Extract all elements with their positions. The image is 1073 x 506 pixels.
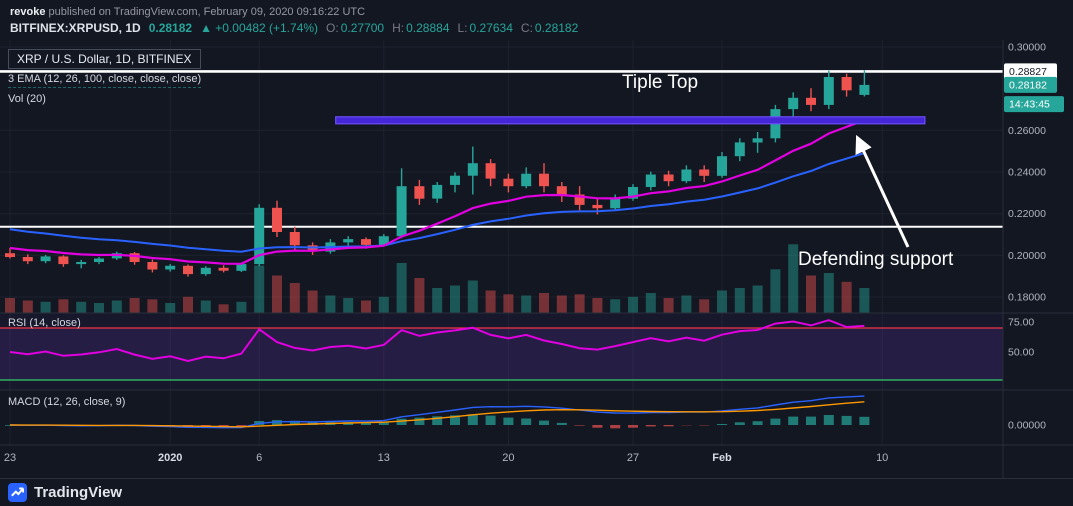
- rsi-tick: 75.00: [1008, 317, 1034, 329]
- support-arrow[interactable]: [855, 134, 910, 248]
- high-value: H: 0.28884: [392, 21, 449, 35]
- price-tick: 0.24000: [1008, 167, 1046, 179]
- macd-signal-line: [9, 401, 865, 428]
- annotation-defending-support[interactable]: Defending support: [798, 249, 954, 270]
- byline-username[interactable]: revoke: [10, 6, 46, 18]
- price-badge: 14:43:45: [1004, 96, 1064, 113]
- time-axis[interactable]: 23 2020 6 13 20 27 Feb 10: [4, 452, 888, 464]
- price-tick: 0.20000: [1008, 250, 1046, 262]
- time-tick: 10: [876, 452, 888, 464]
- symbol-name[interactable]: BITFINEX:XRPUSD, 1D: [10, 21, 141, 35]
- chart-legend-title[interactable]: XRP / U.S. Dollar, 1D, BITFINEX: [8, 49, 201, 69]
- resistance-band[interactable]: [335, 116, 926, 125]
- time-tick: Feb: [712, 452, 732, 464]
- price-tick: 0.26000: [1008, 125, 1046, 137]
- byline: revoke published on TradingView.com, Feb…: [10, 6, 1073, 18]
- rsi-indicator-legend[interactable]: RSI (14, close): [8, 317, 81, 329]
- macd-histogram: [5, 414, 870, 429]
- rsi-band: [0, 313, 1003, 390]
- price-tick: 0.18000: [1008, 292, 1046, 304]
- svg-text:0.28827: 0.28827: [1009, 66, 1047, 78]
- level-lines[interactable]: [0, 70, 1003, 228]
- time-tick: 27: [627, 452, 639, 464]
- close-value: C: 0.28182: [521, 21, 578, 35]
- ema-indicator-legend[interactable]: 3 EMA (12, 26, 100, close, close, close): [8, 73, 202, 88]
- candles: [5, 70, 870, 277]
- ohlc-label: C:: [520, 21, 533, 35]
- price-tick: 0.30000: [1008, 42, 1046, 54]
- svg-text:14:43:45: 14:43:45: [1009, 99, 1050, 111]
- chart-arrow-glyph: [11, 487, 24, 497]
- macd-tick: 0.00000: [1008, 420, 1046, 432]
- time-tick: 20: [502, 452, 514, 464]
- price-badge: 0.28827: [1004, 63, 1057, 80]
- ohlc-label: L:: [457, 21, 468, 35]
- snapshot-header: revoke published on TradingView.com, Feb…: [0, 0, 1073, 40]
- annotation-triple-top[interactable]: Tiple Top: [622, 72, 699, 93]
- ohlc-label: H:: [392, 21, 405, 35]
- price-tick: 0.22000: [1008, 208, 1046, 220]
- time-tick: 13: [378, 452, 390, 464]
- svg-text:0.28182: 0.28182: [1009, 79, 1047, 91]
- price-change: ▲ +0.00482 (+1.74%): [200, 21, 319, 35]
- tradingview-logo-icon[interactable]: [8, 483, 27, 502]
- ema-26-line[interactable]: [9, 152, 865, 253]
- time-tick: 2020: [158, 452, 182, 464]
- ohlc-value: 0.28182: [534, 21, 579, 35]
- time-tick: 23: [4, 452, 16, 464]
- symbol-row: BITFINEX:XRPUSD, 1D 0.28182 ▲ +0.00482 (…: [10, 21, 1073, 35]
- open-value: O: 0.27700: [326, 21, 384, 35]
- ohlc-value: 0.28884: [406, 21, 450, 35]
- snapshot-footer: TradingView: [0, 478, 1073, 506]
- ohlc-label: O:: [326, 21, 339, 35]
- ohlc-value: 0.27700: [340, 21, 385, 35]
- volume-indicator-legend[interactable]: Vol (20): [8, 93, 46, 105]
- price-axis[interactable]: 0.30000 0.26000 0.24000 0.22000 0.20000 0.180…: [1004, 42, 1064, 432]
- low-value: L: 0.27634: [458, 21, 513, 35]
- price-badge: 0.28182: [1004, 76, 1057, 93]
- tradingview-brand[interactable]: TradingView: [34, 484, 123, 501]
- byline-text: published on TradingView.com, February 0…: [45, 6, 366, 18]
- macd-indicator-legend[interactable]: MACD (12, 26, close, 9): [8, 396, 126, 408]
- ema-12-line[interactable]: [9, 119, 865, 265]
- rsi-tick: 50.00: [1008, 347, 1034, 359]
- time-tick: 6: [256, 452, 262, 464]
- pane-separators: [0, 40, 1073, 478]
- ohlc-value: 0.27634: [469, 21, 513, 35]
- last-price: 0.28182: [148, 21, 193, 35]
- rsi-line[interactable]: [9, 319, 865, 363]
- volume-bars: [5, 244, 870, 314]
